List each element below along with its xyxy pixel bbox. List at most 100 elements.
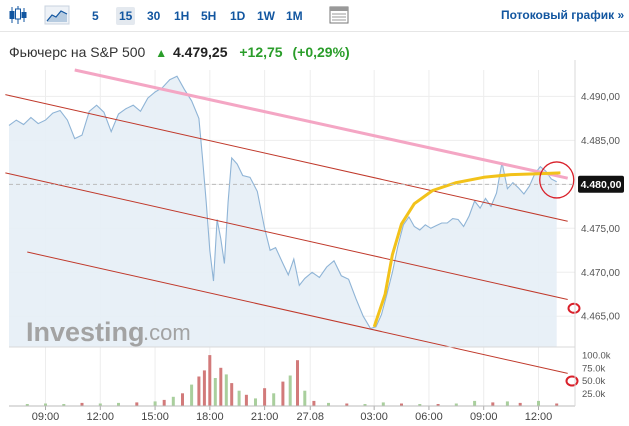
candlestick-icon[interactable] (6, 4, 30, 26)
timeframe-30[interactable]: 30 (147, 9, 161, 23)
y-tick-label: 4.490,00 (581, 92, 620, 103)
volume-bar (197, 376, 201, 406)
y-tick-label: 4.475,00 (581, 224, 620, 235)
last-price-marker: 4.480,00 (578, 175, 624, 193)
volume-bar (153, 401, 157, 406)
volume-bar (288, 375, 292, 406)
x-tick-label: 09:00 (32, 411, 60, 423)
volume-bar (327, 402, 330, 406)
resistance-trendline (74, 68, 569, 180)
volume-bar (224, 374, 228, 406)
price-area-fill (9, 76, 557, 347)
volume-tick-label: 75.0k (582, 363, 605, 374)
double-chevron-right-icon: » (617, 8, 625, 22)
logo-suffix-text: .com (143, 320, 191, 345)
volume-bar (418, 404, 422, 406)
x-tick-label: 06:00 (415, 411, 443, 423)
instrument-name: Фьючерс на S&P 500 (9, 44, 146, 60)
volume-bar (208, 355, 212, 406)
price-tag-background (578, 175, 624, 193)
timeframe-1w[interactable]: 1W (257, 9, 275, 23)
volume-bar (303, 390, 307, 406)
price-change-percent: (+0,29%) (292, 44, 350, 60)
volume-bar (381, 402, 385, 406)
volume-bar (213, 378, 217, 406)
volume-bar (171, 396, 175, 406)
volume-bars (25, 355, 559, 406)
stream-chart-link[interactable]: Потоковый график » (501, 8, 624, 22)
user-drawings (5, 68, 581, 387)
x-tick-label: 18:00 (196, 411, 224, 423)
timeframe-15[interactable]: 15 (116, 7, 136, 25)
timeframe-1m[interactable]: 1M (286, 9, 303, 23)
volume-bar (25, 404, 29, 406)
volume-bar (363, 404, 367, 406)
volume-bar (62, 404, 66, 406)
quote-header: Фьючерс на S&P 500 ▲ 4.479,25 +12,75 (+0… (9, 42, 350, 62)
x-tick-label: 03:00 (360, 411, 388, 423)
volume-bar (135, 402, 139, 406)
price-tag-label: 4.480,00 (581, 179, 622, 191)
volume-bar (98, 403, 102, 406)
up-arrow-icon: ▲ (155, 46, 168, 60)
volume-bar (518, 402, 522, 406)
x-tick-label: 12:00 (87, 411, 115, 423)
yellow-curve-drawing (372, 171, 561, 328)
timeframe-1d[interactable]: 1D (230, 9, 246, 23)
x-tick-label: 27.08 (296, 411, 324, 423)
volume-bar (254, 398, 257, 406)
volume-bar (537, 400, 540, 406)
y-tick-label: 4.465,00 (581, 312, 620, 323)
logo-main-text: Investing (26, 317, 145, 347)
price-series-line (8, 75, 557, 330)
volume-bar (296, 360, 299, 406)
x-tick-label: 09:00 (470, 411, 498, 423)
volume-bar (491, 402, 495, 406)
volume-bar (244, 394, 248, 406)
chart-toolbar: 5 15 30 1H 5H 1D 1W 1M Потоковый график … (0, 0, 629, 32)
volume-bar (473, 400, 477, 406)
investing-logo: Investing .com (26, 317, 191, 347)
volume-bar (219, 367, 223, 406)
volume-bar (312, 400, 316, 406)
volume-bar (454, 403, 458, 406)
volume-bar (230, 383, 234, 406)
channel-line-middle (5, 172, 568, 301)
volume-bar (190, 384, 194, 406)
channel-line-upper (5, 94, 568, 222)
volume-bar (281, 381, 285, 406)
channel-line-lower (27, 251, 568, 374)
highlight-circle (539, 161, 575, 199)
volume-tick-label: 25.0k (582, 389, 605, 400)
volume-bar (505, 401, 509, 406)
table-view-icon[interactable] (328, 4, 350, 26)
volume-bar (162, 399, 166, 406)
volume-tick-label: 100.0k (582, 351, 611, 362)
x-tick-label: 15:00 (141, 411, 169, 423)
area-chart-icon[interactable] (44, 4, 70, 26)
volume-bar (400, 403, 403, 406)
volume-bar (202, 370, 206, 406)
y-tick-label: 4.485,00 (581, 136, 620, 147)
last-price: 4.479,25 (172, 44, 228, 60)
channel-end-marker-middle (567, 302, 581, 314)
volume-bar (263, 388, 267, 406)
volume-tick-label: 50.0k (582, 376, 605, 387)
channel-end-marker-lower (565, 375, 579, 387)
price-change: +12,75 (239, 44, 283, 60)
volume-bar (237, 390, 241, 406)
volume-bar (345, 403, 349, 406)
volume-bar (80, 402, 84, 406)
volume-bar (181, 393, 184, 406)
y-tick-label: 4.470,00 (581, 268, 620, 279)
volume-bar (117, 402, 120, 406)
volume-bar (436, 404, 440, 406)
timeframe-1h[interactable]: 1H (174, 9, 190, 23)
volume-bar (44, 403, 47, 406)
stream-chart-label: Потоковый график (501, 8, 615, 22)
volume-bar (555, 403, 559, 406)
timeframe-5[interactable]: 5 (92, 9, 99, 23)
x-tick-label: 12:00 (525, 411, 553, 423)
timeframe-5h[interactable]: 5H (201, 9, 217, 23)
